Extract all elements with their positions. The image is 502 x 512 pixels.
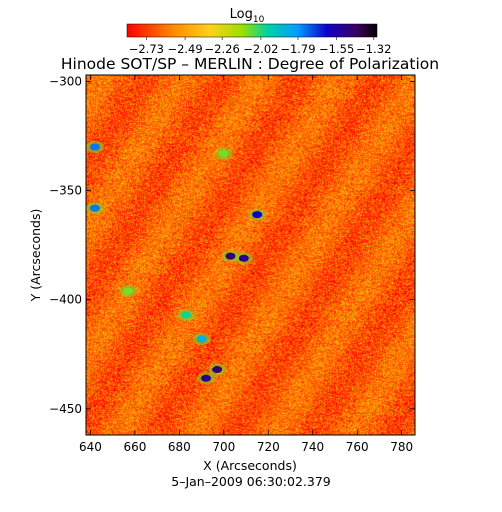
colorbar (126, 23, 378, 38)
colorbar-tick-label: −2.26 (205, 42, 240, 56)
colorbar-tick-label: −2.73 (129, 42, 164, 56)
x-axis: 640 660 680 700 720 740 760 780 (79, 75, 413, 454)
y-tick-label: −400 (49, 293, 82, 307)
colorbar-tick-label: −1.55 (319, 42, 354, 56)
y-tick-label: −450 (49, 402, 82, 416)
y-axis-label: Y (Arcseconds) (28, 209, 43, 303)
x-tick-label: 700 (212, 440, 235, 454)
x-tick-label: 720 (257, 440, 280, 454)
colorbar-tick-label: −1.32 (356, 42, 391, 56)
colorbar-title-subscript: 10 (253, 15, 265, 25)
colorbar-tick-label: −2.02 (243, 42, 278, 56)
plot-frame (85, 74, 416, 436)
y-tick-label: −300 (49, 75, 82, 89)
timestamp: 5–Jan–2009 06:30:02.379 (171, 474, 331, 489)
feature-core (212, 366, 223, 374)
chart-title: Hinode SOT/SP – MERLIN : Degree of Polar… (61, 55, 439, 73)
feature-core (196, 335, 207, 343)
feature-core (201, 374, 212, 382)
colorbar-tick-labels: −2.73 −2.49 −2.26 −2.02 −1.79 −1.55 −1.32 (129, 37, 391, 56)
colorbar-title: Log10 (230, 7, 265, 25)
feature-core (89, 143, 100, 151)
feature-core (225, 252, 236, 260)
feature-core (238, 254, 249, 262)
polarization-features (86, 141, 267, 385)
feature-core (252, 211, 263, 219)
x-tick-label: 680 (168, 440, 191, 454)
x-tick-label: 760 (346, 440, 369, 454)
y-tick-label: −350 (49, 184, 82, 198)
y-axis: −300 −350 −400 −450 (49, 75, 415, 416)
x-axis-label: X (Arcseconds) (203, 458, 297, 473)
feature-core (89, 204, 100, 212)
x-tick-label: 640 (79, 440, 102, 454)
colorbar-tick-label: −1.79 (280, 42, 315, 56)
feature-core (123, 287, 134, 295)
feature-core (181, 311, 192, 319)
x-tick-label: 660 (123, 440, 146, 454)
x-tick-label: 740 (301, 440, 324, 454)
colorbar-tick-label: −2.49 (167, 42, 202, 56)
x-tick-label: 780 (390, 440, 413, 454)
feature-core (218, 150, 229, 158)
